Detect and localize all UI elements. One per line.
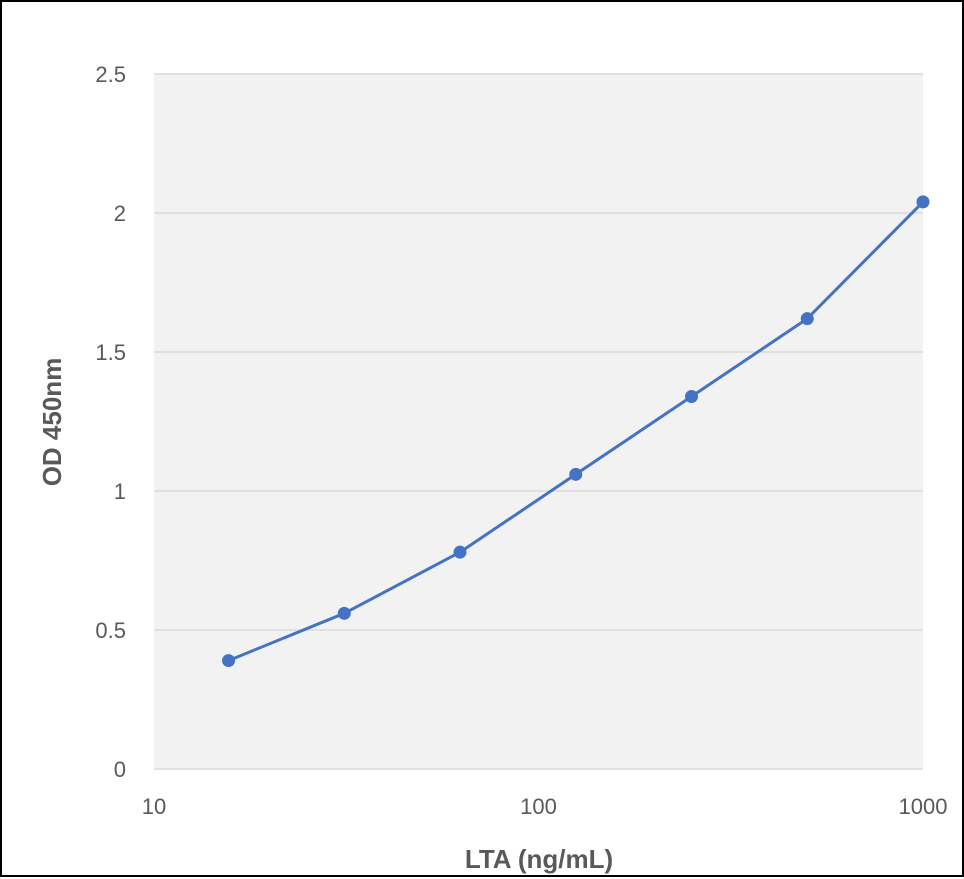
y-axis-title: OD 450nm <box>37 358 67 487</box>
data-point <box>800 312 814 326</box>
data-point <box>453 545 467 559</box>
data-point <box>337 606 351 620</box>
y-axis-ticks: 0 0.5 1 1.5 2 2.5 <box>95 62 126 782</box>
x-axis-title: LTA (ng/mL) <box>465 844 613 874</box>
data-point <box>222 654 236 668</box>
x-tick-label: 10 <box>142 794 166 819</box>
y-tick-label: 1.5 <box>95 340 126 365</box>
data-point <box>685 389 699 403</box>
x-tick-label: 100 <box>520 794 557 819</box>
x-axis-ticks: 10 100 1000 <box>142 794 948 819</box>
series-points <box>222 195 930 668</box>
y-tick-label: 2 <box>114 201 126 226</box>
y-tick-label: 0.5 <box>95 618 126 643</box>
data-point <box>569 467 583 481</box>
y-tick-label: 0 <box>114 757 126 782</box>
gridlines <box>154 73 923 631</box>
plot-area <box>154 74 923 769</box>
y-tick-label: 2.5 <box>95 62 126 87</box>
y-tick-label: 1 <box>114 479 126 504</box>
data-point <box>916 195 930 209</box>
x-tick-label: 1000 <box>899 794 948 819</box>
